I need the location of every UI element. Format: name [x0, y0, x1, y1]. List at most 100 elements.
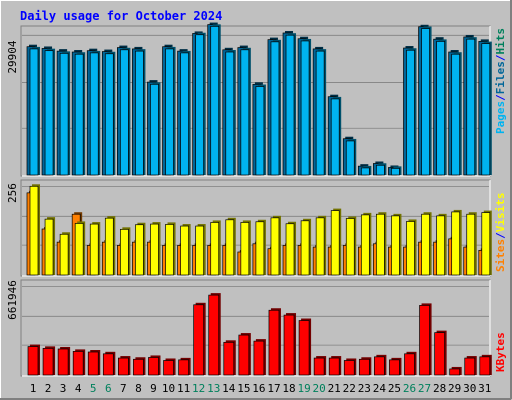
bottom-kbytes-bar-day-31 — [479, 354, 492, 376]
legend-pages: Pages — [494, 101, 507, 134]
middle-visits-bar-day-9 — [150, 222, 161, 276]
top-files-bar-day-23 — [360, 165, 372, 176]
legend-kbytes: KBytes — [494, 332, 507, 372]
bottom-kbytes-bar-day-1 — [27, 344, 40, 376]
day-label-15: 15 — [237, 382, 250, 395]
top-files-bar-day-11 — [180, 50, 191, 176]
bottom-kbytes-bar-day-12 — [193, 302, 206, 376]
top-files-bar-day-9 — [150, 82, 161, 176]
bottom-kbytes-bar-day-23 — [358, 357, 372, 376]
middle-visits-bar-day-16 — [255, 219, 266, 276]
top-files-bar-day-17 — [270, 39, 281, 176]
top-files-bar-day-19 — [300, 38, 312, 176]
top-files-bar-day-20 — [315, 49, 327, 176]
top-files-bar-day-4 — [74, 52, 86, 176]
middle-visits-bar-day-23 — [360, 212, 372, 276]
day-label-22: 22 — [343, 382, 356, 395]
bottom-kbytes-bar-day-27 — [419, 303, 432, 376]
day-label-26: 26 — [403, 382, 416, 395]
bottom-kbytes-bar-day-30 — [464, 356, 477, 376]
day-label-30: 30 — [463, 382, 476, 395]
top-y-max-label: 29904 — [6, 40, 19, 73]
day-label-12: 12 — [192, 382, 205, 395]
top-files-bar-day-22 — [345, 138, 357, 176]
bottom-kbytes-bar-day-8 — [133, 357, 146, 376]
middle-visits-bar-day-28 — [436, 213, 447, 276]
day-label-1: 1 — [30, 382, 37, 395]
top-files-bar-day-7 — [120, 47, 131, 176]
bottom-kbytes-bar-day-6 — [102, 351, 116, 376]
bottom-kbytes-bar-day-14 — [223, 340, 236, 376]
day-label-17: 17 — [267, 382, 280, 395]
top-files-bar-day-15 — [240, 47, 251, 176]
day-label-9: 9 — [150, 382, 157, 395]
bottom-kbytes-bar-day-18 — [283, 313, 297, 376]
top-files-bar-day-10 — [165, 46, 176, 176]
legend-visits: Visits — [494, 193, 507, 233]
day-label-6: 6 — [105, 382, 112, 395]
top-files-bar-day-14 — [225, 50, 236, 176]
day-label-7: 7 — [120, 382, 127, 395]
bottom-kbytes-bar-day-15 — [238, 333, 251, 376]
top-files-bar-day-1 — [29, 46, 40, 176]
middle-visits-bar-day-31 — [481, 210, 492, 276]
legend-files: Files — [494, 61, 507, 94]
bottom-kbytes-bar-day-2 — [42, 346, 56, 376]
top-files-bar-day-24 — [376, 163, 387, 176]
day-label-31: 31 — [478, 382, 491, 395]
middle-visits-bar-day-29 — [451, 209, 462, 276]
top-files-bar-day-21 — [330, 96, 342, 176]
bottom-side-legend: KBytes — [494, 332, 507, 372]
top-files-bar-day-16 — [255, 84, 266, 176]
bottom-kbytes-bar-day-29 — [449, 366, 462, 376]
middle-side-legend: Sites/Visits — [494, 193, 507, 273]
legend-hits: Hits — [494, 28, 507, 55]
bottom-kbytes-bar-day-13 — [208, 293, 221, 376]
bottom-kbytes-bar-day-9 — [148, 355, 161, 376]
bottom-kbytes-bar-day-24 — [374, 354, 387, 376]
bottom-kbytes-bar-day-17 — [268, 308, 281, 376]
bottom-kbytes-bar-day-26 — [404, 351, 417, 376]
middle-visits-bar-day-15 — [240, 220, 251, 276]
legend-slash-2: / — [494, 54, 507, 61]
middle-visits-bar-day-8 — [135, 222, 146, 276]
middle-visits-bar-day-22 — [345, 216, 357, 276]
day-label-27: 27 — [418, 382, 431, 395]
day-label-14: 14 — [222, 382, 236, 395]
day-label-8: 8 — [135, 382, 142, 395]
top-files-bar-day-29 — [451, 52, 462, 176]
middle-visits-bar-day-6 — [104, 216, 116, 276]
top-files-bar-day-5 — [89, 50, 101, 176]
middle-visits-bar-day-27 — [421, 212, 432, 276]
bottom-kbytes-bar-day-22 — [343, 358, 357, 376]
day-label-23: 23 — [358, 382, 371, 395]
top-files-bar-day-27 — [421, 26, 432, 176]
bottom-kbytes-bar-day-16 — [253, 339, 266, 376]
bottom-kbytes-bar-day-10 — [163, 358, 176, 376]
legend-slash-3: / — [494, 232, 507, 239]
middle-visits-bar-day-1 — [29, 184, 40, 276]
day-label-21: 21 — [328, 382, 341, 395]
bottom-kbytes-bar-day-7 — [118, 356, 131, 376]
middle-visits-bar-day-25 — [391, 213, 402, 276]
bottom-kbytes-bar-day-20 — [313, 356, 327, 376]
middle-visits-bar-day-2 — [44, 217, 56, 276]
day-label-24: 24 — [373, 382, 387, 395]
day-label-3: 3 — [60, 382, 67, 395]
middle-visits-bar-day-10 — [165, 222, 176, 276]
middle-y-max-label: 256 — [6, 183, 19, 203]
top-files-bar-day-26 — [406, 48, 417, 176]
top-files-bar-day-13 — [210, 24, 221, 176]
middle-visits-bar-day-26 — [406, 219, 417, 276]
top-files-bar-day-2 — [44, 48, 56, 176]
middle-visits-bar-day-19 — [300, 218, 312, 276]
day-label-20: 20 — [313, 382, 326, 395]
day-label-16: 16 — [252, 382, 265, 395]
middle-visits-bar-day-24 — [376, 212, 387, 276]
day-label-29: 29 — [448, 382, 461, 395]
top-files-bar-day-3 — [59, 51, 71, 176]
top-files-bar-day-8 — [135, 49, 146, 176]
bottom-kbytes-bar-day-28 — [434, 330, 447, 376]
bottom-y-max-label: 661946 — [6, 280, 19, 320]
